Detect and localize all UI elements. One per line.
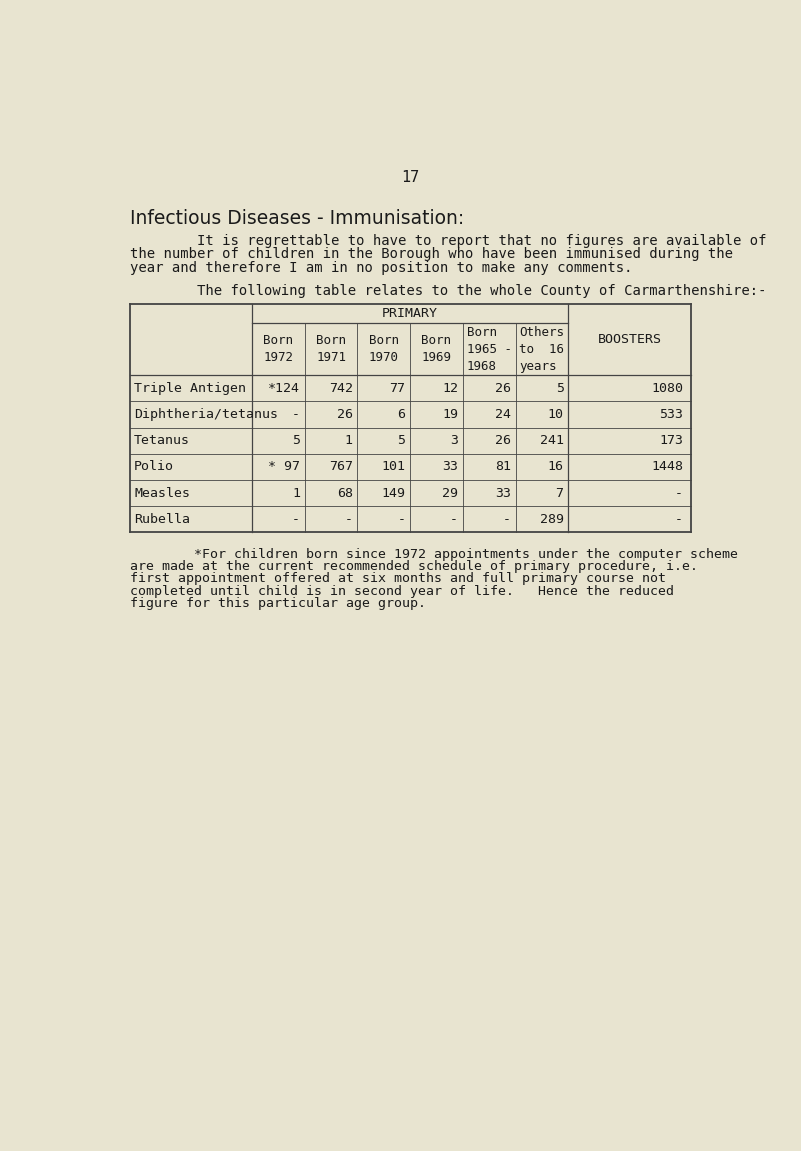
Text: * 97: * 97 <box>268 460 300 473</box>
Text: 10: 10 <box>548 409 564 421</box>
Text: 33: 33 <box>495 487 511 500</box>
Text: Born
1970: Born 1970 <box>368 334 399 364</box>
Text: 241: 241 <box>540 434 564 448</box>
Text: BOOSTERS: BOOSTERS <box>598 334 662 346</box>
Text: 26: 26 <box>336 409 352 421</box>
Text: are made at the current recommended schedule of primary procedure, i.e.: are made at the current recommended sche… <box>130 561 698 573</box>
Text: 19: 19 <box>442 409 458 421</box>
Text: Diphtheria/tetanus: Diphtheria/tetanus <box>135 409 278 421</box>
Text: figure for this particular age group.: figure for this particular age group. <box>130 597 425 610</box>
Text: It is regrettable to have to report that no figures are available of: It is regrettable to have to report that… <box>130 234 766 247</box>
Text: 1: 1 <box>344 434 352 448</box>
Text: Measles: Measles <box>135 487 190 500</box>
Text: 7: 7 <box>556 487 564 500</box>
Text: 17: 17 <box>401 170 419 185</box>
Text: -: - <box>503 512 511 526</box>
Text: 533: 533 <box>659 409 683 421</box>
Text: 5: 5 <box>556 382 564 395</box>
Text: -: - <box>675 512 683 526</box>
Text: 24: 24 <box>495 409 511 421</box>
Text: Polio: Polio <box>135 460 175 473</box>
Text: 5: 5 <box>397 434 405 448</box>
Text: Others
to  16
years: Others to 16 years <box>519 326 565 373</box>
Text: Infectious Diseases - Immunisation:: Infectious Diseases - Immunisation: <box>130 209 464 228</box>
Text: Born
1972: Born 1972 <box>264 334 293 364</box>
Text: *124: *124 <box>268 382 300 395</box>
Text: 29: 29 <box>442 487 458 500</box>
Text: Tetanus: Tetanus <box>135 434 190 448</box>
Text: 101: 101 <box>381 460 405 473</box>
Text: completed until child is in second year of life.   Hence the reduced: completed until child is in second year … <box>130 585 674 597</box>
Text: 3: 3 <box>450 434 458 448</box>
Text: Born
1969: Born 1969 <box>421 334 452 364</box>
Text: Rubella: Rubella <box>135 512 190 526</box>
Text: 742: 742 <box>328 382 352 395</box>
Text: 26: 26 <box>495 434 511 448</box>
Text: 1080: 1080 <box>651 382 683 395</box>
Text: 16: 16 <box>548 460 564 473</box>
Text: -: - <box>397 512 405 526</box>
Text: 33: 33 <box>442 460 458 473</box>
Text: 5: 5 <box>292 434 300 448</box>
Text: 26: 26 <box>495 382 511 395</box>
Text: -: - <box>450 512 458 526</box>
Text: 68: 68 <box>336 487 352 500</box>
Text: the number of children in the Borough who have been immunised during the: the number of children in the Borough wh… <box>130 247 733 261</box>
Text: 12: 12 <box>442 382 458 395</box>
Text: 1: 1 <box>292 487 300 500</box>
Text: -: - <box>292 409 300 421</box>
Text: Born
1965 -
1968: Born 1965 - 1968 <box>467 326 512 373</box>
Text: The following table relates to the whole County of Carmarthenshire:-: The following table relates to the whole… <box>130 284 766 298</box>
Text: PRIMARY: PRIMARY <box>382 307 438 320</box>
Text: year and therefore I am in no position to make any comments.: year and therefore I am in no position t… <box>130 261 632 275</box>
Text: 767: 767 <box>328 460 352 473</box>
Text: Triple Antigen: Triple Antigen <box>135 382 246 395</box>
Text: 1448: 1448 <box>651 460 683 473</box>
Text: Born
1971: Born 1971 <box>316 334 346 364</box>
Text: 81: 81 <box>495 460 511 473</box>
Text: 289: 289 <box>540 512 564 526</box>
Text: -: - <box>292 512 300 526</box>
Text: -: - <box>675 487 683 500</box>
Text: first appointment offered at six months and full primary course not: first appointment offered at six months … <box>130 572 666 586</box>
Text: 77: 77 <box>389 382 405 395</box>
Text: *For children born since 1972 appointments under the computer scheme: *For children born since 1972 appointmen… <box>130 548 738 561</box>
Text: 6: 6 <box>397 409 405 421</box>
Text: 149: 149 <box>381 487 405 500</box>
Text: -: - <box>344 512 352 526</box>
Text: 173: 173 <box>659 434 683 448</box>
